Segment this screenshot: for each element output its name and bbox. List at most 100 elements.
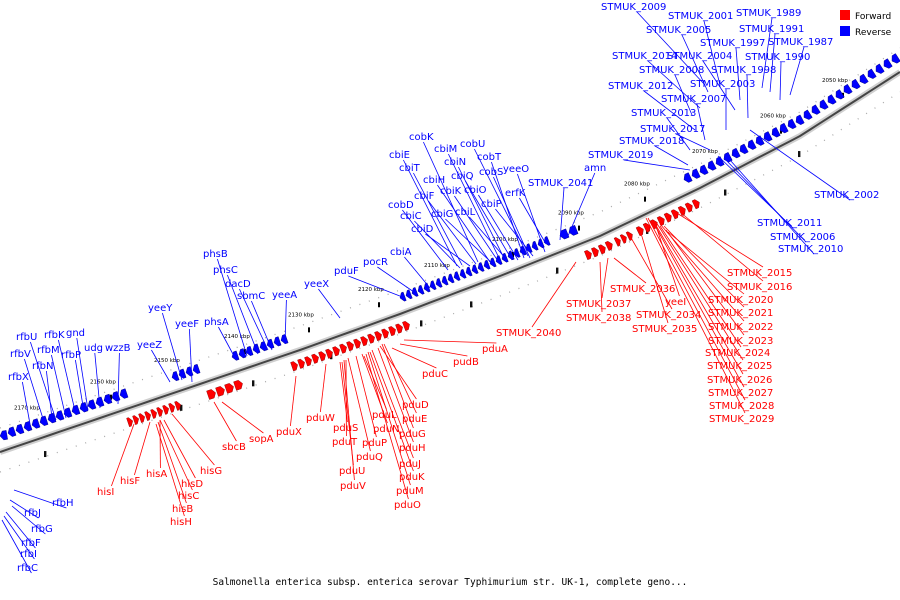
reverse-gene-arrow bbox=[245, 345, 254, 356]
forward-gene-leader bbox=[159, 419, 193, 491]
forward-gene-label: STMUK_2024 bbox=[705, 348, 770, 359]
reverse-gene-label: udg bbox=[84, 343, 103, 354]
reverse-gene-arrow bbox=[483, 259, 491, 270]
forward-gene-arrow bbox=[346, 341, 354, 352]
reverse-gene-label: phsC bbox=[213, 265, 238, 276]
reverse-gene-label: cbiG bbox=[431, 209, 453, 220]
reverse-gene-arrow bbox=[691, 168, 701, 179]
reverse-gene-leader bbox=[189, 328, 193, 383]
forward-gene-label: STMUK_2029 bbox=[709, 414, 774, 425]
forward-gene-label: pduA bbox=[482, 344, 508, 355]
reverse-gene-arrow bbox=[867, 68, 877, 79]
reverse-gene-leader bbox=[3, 515, 35, 560]
reverse-gene-label: STMUK_2008 bbox=[639, 65, 704, 76]
reverse-gene-leader bbox=[495, 208, 534, 257]
forward-gene-label: hisF bbox=[120, 476, 140, 487]
reverse-gene-arrow bbox=[405, 289, 413, 300]
reverse-gene-arrow bbox=[715, 156, 725, 167]
reverse-gene-arrow bbox=[843, 83, 853, 95]
reverse-gene-arrow bbox=[453, 271, 461, 281]
reverse-gene-arrow bbox=[707, 160, 717, 171]
reverse-gene-leader bbox=[423, 141, 479, 263]
reverse-gene-arrow bbox=[231, 350, 240, 361]
reverse-gene-leader bbox=[491, 161, 525, 259]
reverse-gene-leader bbox=[647, 60, 701, 109]
forward-gene-arrow bbox=[691, 199, 700, 210]
reverse-gene-arrow bbox=[731, 147, 741, 159]
reverse-gene-label: cobD bbox=[388, 200, 414, 211]
reverse-gene-label: STMUK_2007 bbox=[661, 94, 726, 105]
reverse-gene-label: yeeY bbox=[148, 303, 173, 314]
forward-gene-label: STMUK_2040 bbox=[496, 328, 561, 339]
reverse-gene-arrow bbox=[417, 284, 425, 295]
reverse-gene-label: rfbJ bbox=[24, 508, 41, 519]
reverse-gene-leader bbox=[519, 197, 547, 245]
forward-gene-leader bbox=[134, 421, 151, 476]
forward-gene-leader bbox=[157, 421, 187, 504]
position-tick bbox=[556, 267, 559, 274]
reverse-gene-label: phsB bbox=[203, 249, 228, 260]
forward-gene-arrow bbox=[381, 328, 389, 339]
reverse-gene-leader bbox=[681, 34, 709, 93]
forward-gene-leader bbox=[221, 401, 264, 434]
forward-gene-leader bbox=[365, 353, 409, 500]
legend-swatch bbox=[840, 10, 850, 20]
reverse-gene-label: cbiC bbox=[400, 211, 422, 222]
reverse-gene-label: gnd bbox=[66, 328, 85, 339]
reverse-gene-label: STMUK_2018 bbox=[619, 136, 684, 147]
forward-gene-arrow bbox=[597, 244, 606, 255]
reverse-gene-leader bbox=[478, 194, 519, 261]
reverse-gene-arrow bbox=[755, 135, 765, 146]
forward-gene-label: hisI bbox=[97, 487, 114, 498]
forward-gene-leader bbox=[367, 351, 411, 486]
reverse-gene-leader bbox=[94, 352, 101, 409]
forward-gene-leader bbox=[659, 225, 742, 348]
forward-gene-leader bbox=[647, 217, 746, 401]
reverse-gene-leader bbox=[75, 359, 85, 413]
forward-gene-arrow bbox=[174, 401, 181, 411]
forward-gene-label: hisG bbox=[200, 466, 222, 477]
scale-label: 2080 kbp bbox=[624, 182, 650, 188]
reverse-gene-leader bbox=[517, 173, 546, 253]
reverse-gene-leader bbox=[675, 133, 711, 151]
reverse-gene-label: cbiN bbox=[444, 157, 466, 168]
forward-gene-arrow bbox=[168, 403, 175, 413]
forward-gene-arrow bbox=[684, 202, 693, 213]
forward-gene-label: pudB bbox=[453, 357, 479, 368]
reverse-gene-label: dacD bbox=[225, 279, 251, 290]
reverse-gene-leader bbox=[402, 209, 449, 271]
reverse-gene-label: erfK bbox=[505, 188, 526, 199]
reverse-gene-leader bbox=[76, 337, 89, 411]
reverse-gene-label: rfbC bbox=[17, 563, 38, 574]
reverse-gene-label: STMUK_2013 bbox=[631, 108, 696, 119]
forward-gene-arrow bbox=[402, 321, 410, 331]
forward-gene-label: pduO bbox=[394, 500, 421, 511]
scale-label: 2140 kbp bbox=[224, 334, 250, 340]
forward-gene-leader bbox=[381, 343, 414, 429]
reverse-gene-arrow bbox=[273, 336, 282, 347]
position-tick bbox=[252, 380, 255, 387]
forward-gene-arrow bbox=[206, 389, 216, 400]
scale-label: 2100 kbp bbox=[492, 237, 518, 243]
reverse-gene-label: cbiM bbox=[434, 144, 457, 155]
scale-label: 2130 kbp bbox=[288, 312, 314, 318]
forward-gene-leader bbox=[391, 347, 437, 369]
forward-gene-label: STMUK_2038 bbox=[566, 313, 631, 324]
reverse-gene-arrow bbox=[851, 78, 861, 90]
forward-gene-label: pduW bbox=[306, 413, 335, 424]
genome-backbone bbox=[0, 71, 900, 453]
forward-gene-arrow bbox=[395, 323, 403, 334]
reverse-gene-leader bbox=[703, 20, 721, 86]
reverse-gene-leader bbox=[723, 157, 807, 243]
reverse-gene-leader bbox=[403, 159, 458, 267]
reverse-gene-leader bbox=[666, 117, 691, 151]
reverse-gene-label: rfbP bbox=[61, 350, 81, 361]
reverse-gene-arrow bbox=[31, 418, 41, 429]
reverse-gene-leader bbox=[623, 159, 691, 171]
forward-gene-label: hisC bbox=[178, 491, 199, 502]
forward-gene-label: pduQ bbox=[356, 452, 383, 463]
position-tick bbox=[420, 320, 423, 327]
forward-gene-leader bbox=[363, 355, 387, 410]
forward-gene-label: hisH bbox=[170, 517, 192, 528]
reverse-gene-label: STMUK_1998 bbox=[711, 65, 776, 76]
